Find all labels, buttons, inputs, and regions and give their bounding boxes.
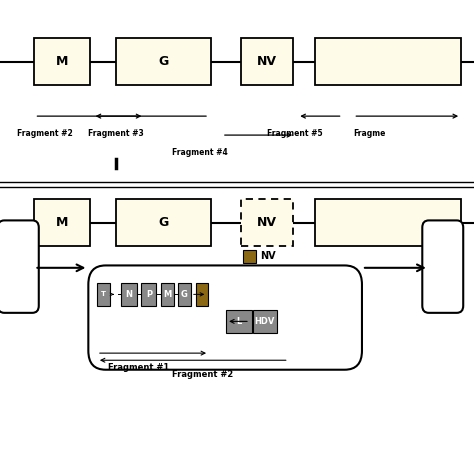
Text: M: M — [163, 290, 171, 299]
Text: G: G — [159, 216, 169, 229]
FancyBboxPatch shape — [116, 199, 211, 246]
FancyBboxPatch shape — [121, 283, 137, 306]
FancyBboxPatch shape — [178, 283, 191, 306]
FancyBboxPatch shape — [253, 310, 277, 333]
Text: P: P — [146, 290, 152, 299]
FancyBboxPatch shape — [35, 199, 91, 246]
Text: Fragment #2: Fragment #2 — [172, 370, 233, 379]
Text: HDV: HDV — [255, 317, 275, 326]
FancyBboxPatch shape — [422, 220, 463, 313]
FancyBboxPatch shape — [161, 283, 173, 306]
Text: Fragment #3: Fragment #3 — [89, 129, 144, 138]
Text: G: G — [159, 55, 169, 68]
Text: NV: NV — [257, 55, 277, 68]
FancyBboxPatch shape — [88, 265, 362, 370]
Text: N: N — [125, 290, 132, 299]
Text: Fragment #5: Fragment #5 — [267, 129, 323, 138]
Text: G: G — [181, 290, 188, 299]
Text: Fragment #1: Fragment #1 — [108, 363, 169, 372]
Text: Fragment #2: Fragment #2 — [17, 129, 73, 138]
Text: M: M — [56, 216, 69, 229]
Text: M: M — [56, 55, 69, 68]
Text: L: L — [237, 317, 242, 326]
FancyBboxPatch shape — [315, 199, 461, 246]
FancyBboxPatch shape — [116, 38, 211, 85]
FancyBboxPatch shape — [97, 283, 110, 306]
FancyBboxPatch shape — [0, 220, 39, 313]
Text: Fragme: Fragme — [353, 129, 386, 138]
FancyBboxPatch shape — [35, 38, 91, 85]
FancyBboxPatch shape — [244, 250, 255, 263]
FancyBboxPatch shape — [196, 283, 208, 306]
Text: T: T — [101, 292, 106, 297]
FancyBboxPatch shape — [241, 199, 293, 246]
Text: NV: NV — [260, 251, 275, 262]
FancyBboxPatch shape — [315, 38, 461, 85]
Text: NV: NV — [257, 216, 277, 229]
Text: Fragment #4: Fragment #4 — [173, 148, 228, 157]
FancyBboxPatch shape — [241, 38, 293, 85]
FancyBboxPatch shape — [141, 283, 156, 306]
FancyBboxPatch shape — [226, 310, 252, 333]
